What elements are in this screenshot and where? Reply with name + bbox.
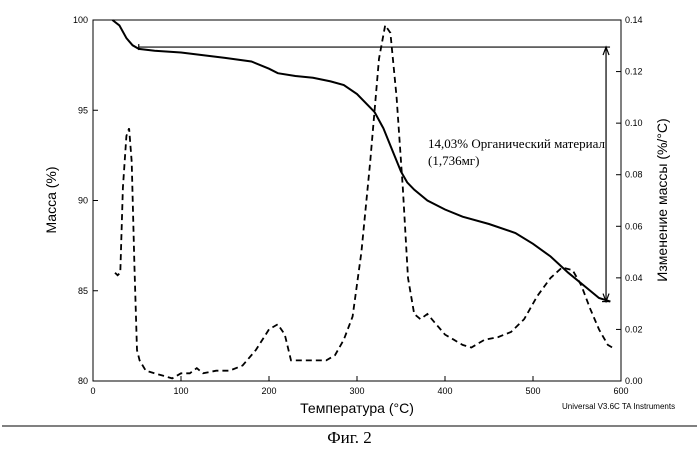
x-tick-label: 100 [173,386,188,396]
y-tick-label: 95 [78,105,88,115]
y2-tick-label: 0.08 [625,170,643,180]
figure-background [0,0,699,420]
x-tick-label: 300 [349,386,364,396]
y-tick-label: 85 [78,286,88,296]
x-axis-title: Температура (°C) [300,400,414,416]
y2-tick-label: 0.10 [625,118,643,128]
y2-axis-title: Изменение массы (%/°C) [654,118,670,281]
y2-tick-label: 0.04 [625,273,643,283]
figure-caption: Фиг. 2 [0,428,699,448]
annotation-label-mass: (1,736мг) [428,153,479,168]
x-tick-label: 200 [261,386,276,396]
x-tick-label: 600 [613,386,628,396]
x-tick-label: 500 [525,386,540,396]
annotation-label-percent: 14,03% Органический материал [428,136,605,151]
y2-tick-label: 0.00 [625,376,643,386]
y-tick-label: 100 [73,15,88,25]
y2-tick-label: 0.02 [625,324,643,334]
x-tick-label: 400 [437,386,452,396]
y-tick-label: 90 [78,196,88,206]
y2-tick-label: 0.12 [625,67,643,77]
y-tick-label: 80 [78,376,88,386]
y2-tick-label: 0.06 [625,221,643,231]
x-tick-label: 0 [90,386,95,396]
y2-tick-label: 0.14 [625,15,643,25]
tga-figure: 0 100 200 300 400 500 600 80 85 90 95 100 0.00 0.02… [0,0,699,458]
instrument-label: Universal V3.6C TA Instruments [562,402,675,411]
y-axis-title: Масса (%) [43,166,59,233]
